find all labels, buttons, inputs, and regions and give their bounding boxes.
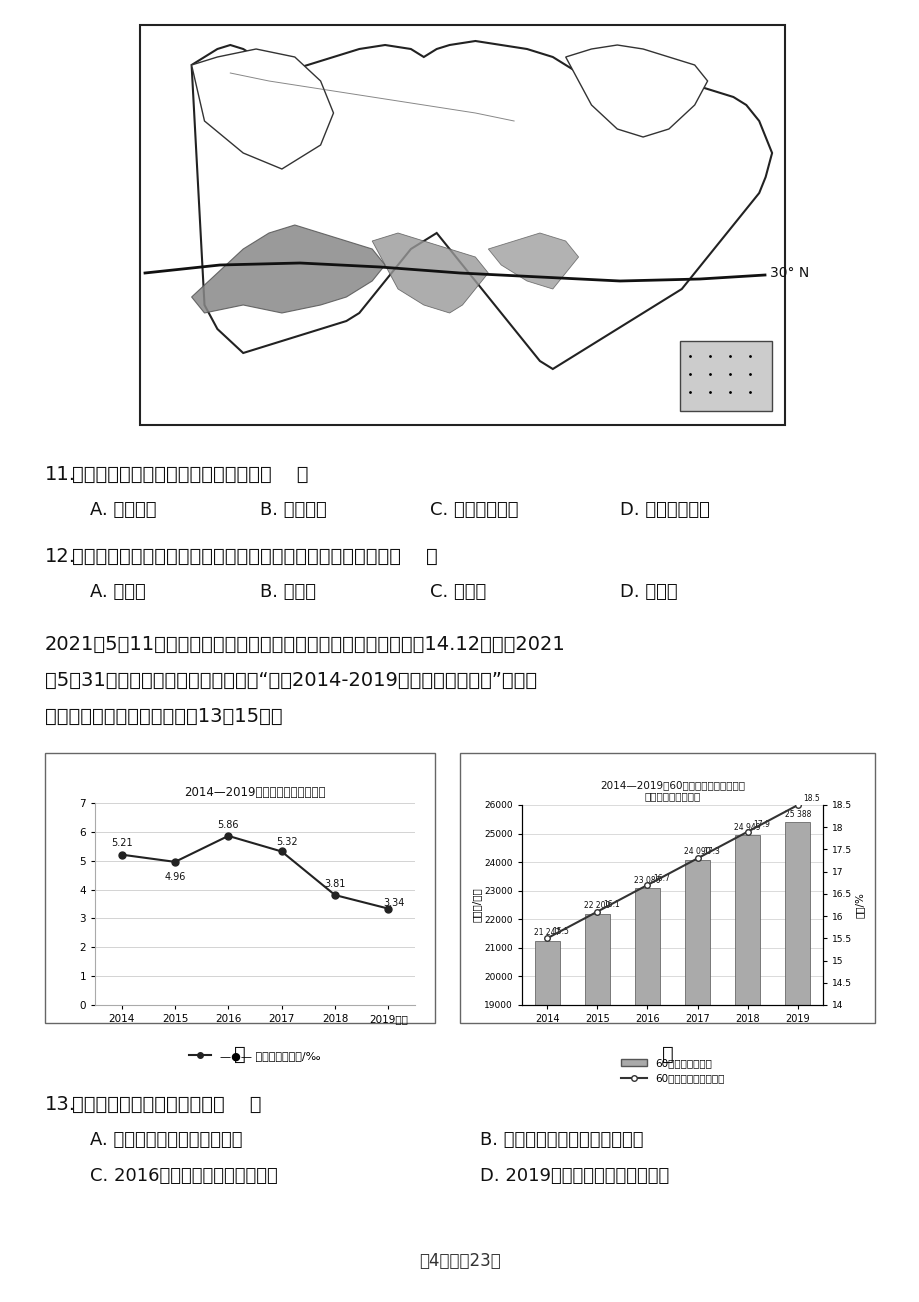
Text: B. 山东泰山: B. 山东泰山 [260,501,326,519]
Y-axis label: 人口数/万人: 人口数/万人 [471,888,481,922]
Bar [685,859,709,1302]
Bar [734,835,759,1302]
Text: 17.3: 17.3 [702,848,720,857]
Text: 第4页，共23页: 第4页，共23页 [419,1253,500,1269]
Text: B. 鄂、云: B. 鄂、云 [260,583,315,602]
Legend: 60周岁及以上人口, 60周岁及以上人口比重: 60周岁及以上人口, 60周岁及以上人口比重 [616,1055,728,1087]
Bar [679,341,771,411]
Polygon shape [372,233,488,312]
Text: 11.: 11. [45,465,76,484]
Text: 下列景观中，摄制组可能会拍摄的是（    ）: 下列景观中，摄制组可能会拍摄的是（ ） [72,465,308,484]
Text: 5.32: 5.32 [276,837,298,846]
Text: 括港、澳、台数据），完成第13～15题。: 括港、澳、台数据），完成第13～15题。 [45,707,282,727]
Text: 17.9: 17.9 [753,820,769,829]
Text: 21 247: 21 247 [533,928,560,937]
Text: D. 2019年我国人口出现了负增长: D. 2019年我国人口出现了负增长 [480,1167,668,1185]
Polygon shape [488,233,578,289]
Text: D. 山西平遥古城: D. 山西平遥古城 [619,501,709,519]
Bar [634,888,659,1302]
Text: 3.34: 3.34 [383,898,404,907]
Text: A. 浙、藏: A. 浙、藏 [90,583,145,602]
Y-axis label: 比重/%: 比重/% [854,892,864,918]
Polygon shape [191,49,333,169]
Bar [140,25,784,424]
Text: 2021年5月11日公布中国第七次人口普查数据，中国人口总数约为14.12亿人。2021: 2021年5月11日公布中国第七次人口普查数据，中国人口总数约为14.12亿人。… [45,635,565,654]
Bar [785,823,810,1302]
Text: 15.5: 15.5 [552,927,569,936]
Text: 摄制组拍摄途经的省区中，位于最东和最西省区的简称分别是（    ）: 摄制组拍摄途经的省区中，位于最东和最西省区的简称分别是（ ） [72,547,437,566]
Title: 2014—2019年中国人口自然增长率: 2014—2019年中国人口自然增长率 [184,786,325,799]
Text: 16.1: 16.1 [602,901,618,910]
Text: 16.7: 16.7 [652,874,669,883]
Legend: —●— 人口自然增长率/‰: —●— 人口自然增长率/‰ [185,1047,325,1066]
Text: 24 090: 24 090 [684,848,710,857]
Text: 12.: 12. [45,547,76,566]
Polygon shape [565,46,707,137]
Text: A. 北京故宫: A. 北京故宫 [90,501,156,519]
Text: A. 我国人口总数开始逐年减少: A. 我国人口总数开始逐年减少 [90,1131,243,1148]
Text: 30° N: 30° N [769,266,809,280]
Polygon shape [191,40,771,368]
Text: 22 200: 22 200 [584,901,610,910]
Text: B. 人口自然增长率出现下降趋势: B. 人口自然增长率出现下降趋势 [480,1131,642,1148]
Bar [460,753,874,1023]
Title: 2014—2019年60周岁及以上老年人口及
其占全国人口总比重: 2014—2019年60周岁及以上老年人口及 其占全国人口总比重 [599,780,744,802]
Text: 甲: 甲 [233,1046,245,1064]
Text: 乙: 乙 [661,1046,673,1064]
Text: 18.5: 18.5 [802,794,820,803]
Text: 23 086: 23 086 [633,876,660,885]
Bar [534,941,559,1302]
Text: 3.81: 3.81 [324,879,346,889]
Text: 5.86: 5.86 [218,819,239,829]
Text: C. 2016年我国人口总数达到峰値: C. 2016年我国人口总数达到峰値 [90,1167,278,1185]
Text: 5.21: 5.21 [110,838,132,849]
Text: 24 949: 24 949 [733,823,760,832]
Polygon shape [191,225,385,312]
Bar [584,914,609,1302]
Text: 年5月31日，国家颁布了三孔政策。读“我国2014-2019年人口数据统计图”（不包: 年5月31日，国家颁布了三孔政策。读“我国2014-2019年人口数据统计图”（… [45,671,537,690]
Bar [45,753,435,1023]
Text: C. 苏、藏: C. 苏、藏 [429,583,486,602]
Text: 4.96: 4.96 [165,872,186,881]
Text: D. 闽、川: D. 闽、川 [619,583,677,602]
Text: 13.: 13. [45,1095,76,1115]
Text: C. 西藏布达拉宫: C. 西藏布达拉宫 [429,501,518,519]
Text: 读甲图，下列说法正确的是（    ）: 读甲图，下列说法正确的是（ ） [72,1095,261,1115]
Text: 25 388: 25 388 [784,810,811,819]
